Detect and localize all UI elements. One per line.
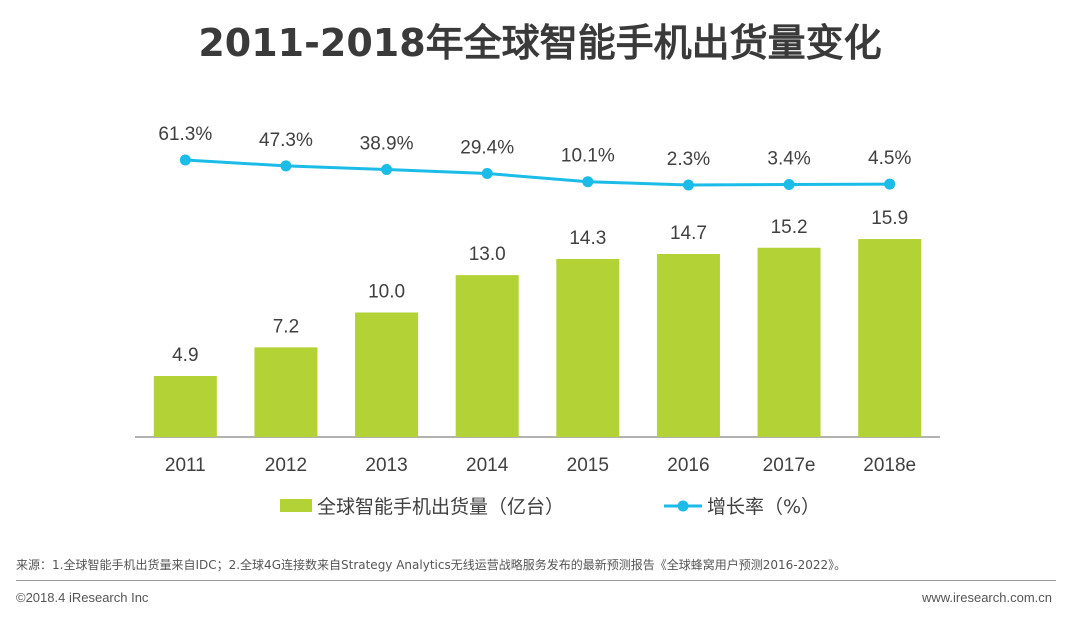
growth-rate-label: 61.3% [158, 124, 212, 145]
bar-value-label: 15.9 [871, 208, 908, 229]
footer-divider [16, 580, 1056, 581]
x-tick-label: 2011 [165, 455, 206, 476]
chart-title: 2011-2018年全球智能手机出货量变化 [198, 21, 882, 65]
bar-2017e [757, 247, 821, 437]
bar-value-label: 15.2 [771, 217, 808, 238]
growth-rate-label: 3.4% [767, 149, 810, 170]
bar-value-label: 4.9 [172, 345, 198, 366]
growth-rate-label: 2.3% [667, 149, 710, 170]
copyright-text: ©2018.4 iResearch Inc [16, 590, 149, 605]
x-tick-label: 2017e [763, 455, 816, 476]
bar-2018e [858, 239, 922, 437]
x-tick-label: 2012 [265, 455, 307, 476]
growth-rate-label: 47.3% [259, 130, 313, 151]
x-tick-label: 2016 [667, 455, 709, 476]
growth-rate-label: 4.5% [868, 148, 911, 169]
growth-rate-point [783, 179, 795, 191]
x-tick-label: 2013 [365, 455, 407, 476]
legend-swatch-growth-dot [677, 500, 689, 512]
x-tick-label: 2015 [567, 455, 609, 476]
bar-2015 [556, 258, 620, 437]
chart-area: 4.9 2011 61.3% 7.2 2012 47.3% 10.0 2013 38.9% 13.… [135, 124, 940, 518]
bar-value-label: 14.3 [569, 228, 606, 249]
growth-rate-label: 10.1% [561, 146, 615, 167]
bar-value-label: 14.7 [670, 223, 707, 244]
growth-rate-line [185, 158, 890, 187]
bar-2012 [254, 347, 318, 437]
legend-label-shipments: 全球智能手机出货量（亿台） [317, 496, 564, 518]
growth-rate-point [280, 160, 292, 172]
bar-2016 [656, 253, 720, 437]
bar-2013 [355, 312, 419, 437]
growth-rate-point [582, 176, 594, 188]
legend-swatch-shipments [280, 499, 312, 512]
growth-rate-point [179, 154, 191, 166]
bar-value-label: 7.2 [273, 316, 299, 337]
x-tick-label: 2018e [863, 455, 916, 476]
growth-rate-point [481, 168, 493, 180]
bar-2014 [455, 275, 519, 437]
growth-rate-point [381, 163, 393, 175]
website-link[interactable]: www.iresearch.com.cn [921, 590, 1052, 605]
x-tick-label: 2014 [466, 455, 509, 476]
bar-2011 [153, 375, 217, 437]
growth-rate-point [884, 178, 896, 190]
bar-value-label: 10.0 [368, 282, 405, 303]
growth-rate-point [682, 179, 694, 191]
legend-label-growth: 增长率（%） [707, 496, 820, 518]
bar-value-label: 13.0 [469, 244, 506, 265]
source-note: 来源：1.全球智能手机出货量来自IDC；2.全球4G连接数来自Strategy … [16, 558, 847, 572]
growth-rate-label: 38.9% [360, 133, 414, 154]
growth-rate-label: 29.4% [460, 138, 514, 159]
